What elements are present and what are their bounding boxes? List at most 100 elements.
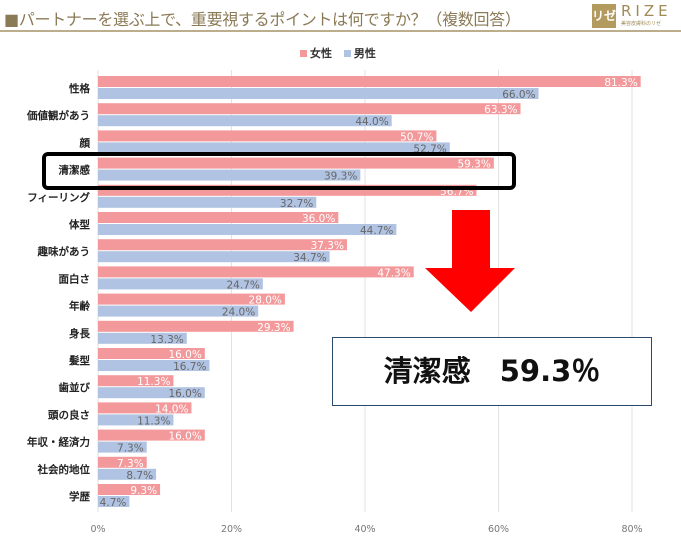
x-tick-label: 80% [621, 524, 642, 535]
bar-male [98, 305, 259, 317]
legend-swatch-male [343, 50, 351, 57]
header-divider [0, 30, 681, 32]
data-label-male: 16.7% [173, 361, 206, 373]
data-label-female: 36.0% [302, 213, 335, 225]
category-label: 頭の良さ [48, 408, 90, 421]
callout-text: 清潔感 59.3％ [383, 354, 601, 388]
bar-male [98, 360, 210, 371]
data-label-male: 13.3% [150, 334, 183, 346]
bar-female [98, 239, 347, 251]
bar-female [98, 266, 414, 278]
bar-female [98, 184, 477, 196]
data-label-female: 9.3% [130, 485, 157, 497]
category-label: 身長 [69, 327, 90, 340]
chart-legend: 女性 男性 [300, 45, 384, 61]
category-label: 趣味があう [37, 245, 91, 258]
data-label-female: 63.3% [484, 104, 517, 116]
category-label: 価値観があう [26, 109, 90, 122]
page-title: ■パートナーを選ぶ上で、重要視するポイントは何ですか？（複数回答） [4, 10, 521, 29]
data-label-male: 44.0% [355, 116, 388, 128]
data-label-male: 44.7% [360, 225, 393, 237]
bar-female [98, 348, 205, 359]
bar-male [98, 278, 263, 290]
data-label-male: 16.0% [168, 388, 201, 400]
bar-male [98, 115, 392, 127]
data-label-female: 16.0% [168, 349, 201, 361]
legend-label-female: 女性 [310, 47, 332, 60]
data-label-female: 7.3% [117, 458, 144, 470]
data-label-male: 66.0% [502, 89, 535, 101]
bar-male [98, 441, 147, 453]
data-label-female: 47.3% [377, 267, 410, 279]
data-label-female: 11.3% [137, 376, 170, 388]
data-label-female: 81.3% [604, 77, 637, 89]
bar-male [98, 224, 397, 235]
data-label-male: 24.0% [222, 307, 255, 319]
logo-mark: リゼ [592, 4, 616, 28]
bar-female [98, 320, 294, 332]
bar-female [98, 456, 147, 468]
data-label-male: 34.7% [293, 252, 326, 264]
bar-female [98, 402, 192, 414]
bar-male [98, 196, 317, 208]
bar-female [98, 103, 521, 115]
bar-male [98, 468, 157, 480]
bar-female [98, 484, 161, 495]
bar-female [98, 157, 494, 169]
data-label-female: 37.3% [311, 240, 344, 252]
logo-sub: 美容皮膚科のリゼ [621, 21, 662, 27]
category-label: フィーリング [27, 191, 90, 204]
bar-male [98, 414, 174, 426]
category-label: 体型 [69, 218, 90, 231]
bar-male [98, 142, 450, 154]
category-label: 髪型 [68, 354, 90, 367]
bar-female [98, 375, 174, 387]
data-label-female: 16.0% [168, 431, 201, 443]
rize-logo: リゼ RIZE 美容皮膚科のリゼ [592, 2, 678, 28]
bar-female [98, 76, 641, 87]
bar-male [98, 88, 539, 99]
data-label-female: 50.7% [400, 131, 433, 143]
category-label: 清潔感 [59, 164, 91, 177]
x-tick-label: 60% [488, 524, 509, 535]
legend-swatch-female [300, 50, 307, 57]
legend-male: 男性 [343, 47, 376, 60]
data-label-male: 24.7% [227, 279, 260, 291]
bar-female [98, 293, 285, 305]
legend-female: 女性 [300, 47, 332, 60]
bar-male [98, 387, 205, 399]
bar-male [98, 496, 130, 507]
bar-male [98, 169, 361, 181]
highlight-box [42, 152, 516, 190]
data-label-female: 59.3% [457, 159, 490, 171]
x-tick-label: 40% [354, 524, 375, 535]
data-label-female: 29.3% [257, 322, 290, 334]
bar-male [98, 332, 187, 344]
category-label: 性格 [69, 82, 90, 95]
data-label-male: 8.7% [126, 470, 153, 482]
callout-box: 清潔感 59.3％ [332, 337, 652, 406]
category-label: 学歴 [69, 490, 90, 503]
category-label: 社会的地位 [37, 463, 91, 476]
bar-female [98, 429, 205, 441]
category-label: 歯並び [59, 381, 91, 394]
category-label: 面白さ [59, 272, 91, 285]
data-label-female: 28.0% [249, 295, 282, 307]
category-label: 年収・経済力 [27, 436, 90, 449]
data-label-male: 39.3% [324, 171, 357, 183]
x-tick-label: 20% [221, 524, 242, 535]
bar-female [98, 212, 339, 223]
data-label-male: 7.3% [117, 443, 144, 455]
x-tick-label: 0% [90, 524, 105, 535]
logo-word: RIZE [621, 2, 672, 20]
category-label: 顔 [79, 136, 91, 149]
bar-male [98, 251, 330, 263]
legend-label-male: 男性 [353, 47, 376, 60]
category-label: 年齢 [69, 300, 90, 313]
data-label-male: 11.3% [137, 415, 170, 427]
bar-female [98, 130, 437, 142]
data-label-male: 32.7% [280, 198, 313, 210]
data-label-female: 14.0% [155, 403, 188, 415]
data-label-male: 4.7% [100, 497, 127, 509]
